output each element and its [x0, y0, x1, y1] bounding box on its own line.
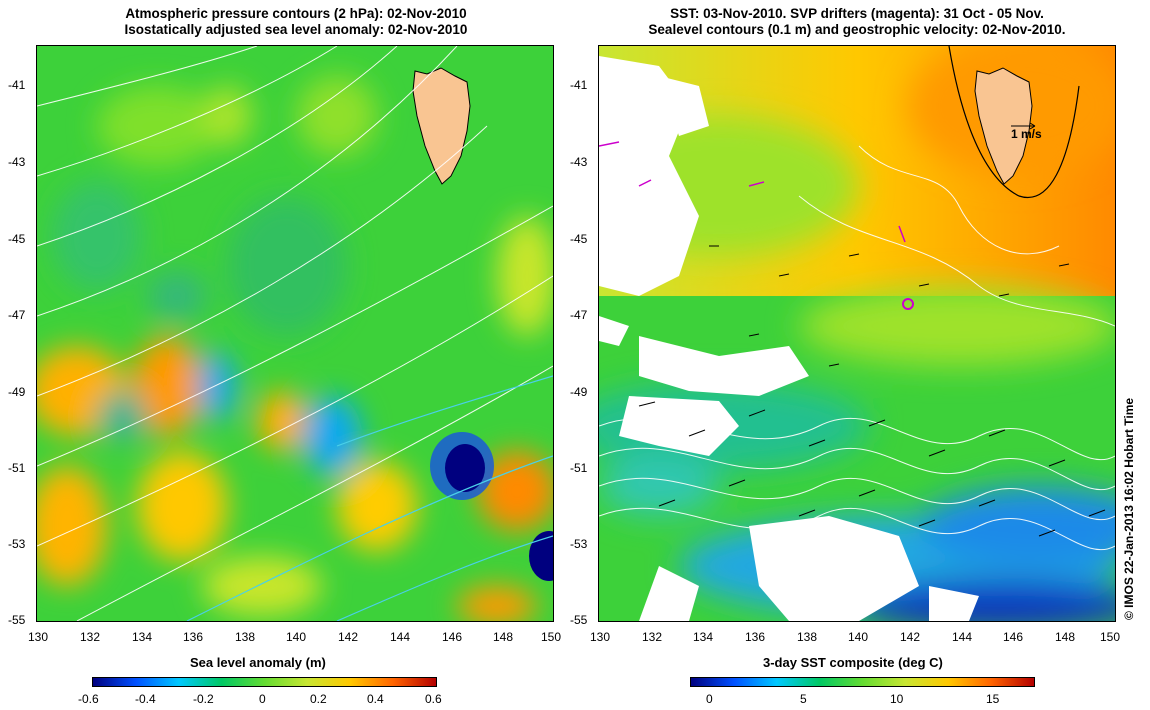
left-colorbar-tick: 0.6	[425, 692, 442, 706]
right-lat-tick: -55	[570, 613, 588, 627]
right-lon-tick: 136	[745, 630, 766, 644]
left-map-sea-level-anomaly	[36, 45, 554, 622]
left-colorbar-title: Sea level anomaly (m)	[190, 655, 326, 670]
right-colorbar	[690, 677, 1035, 687]
right-colorbar-tick: 0	[706, 692, 713, 706]
left-colorbar-tick: 0.2	[310, 692, 327, 706]
right-lat-tick: -47	[570, 308, 588, 322]
right-lon-tick: 142	[900, 630, 921, 644]
right-map-sst: 1 m/s	[598, 45, 1116, 622]
left-lat-tick: -45	[8, 232, 26, 246]
left-colorbar-tick: -0.4	[135, 692, 156, 706]
right-lon-tick: 138	[797, 630, 818, 644]
right-lat-tick: -41	[570, 78, 588, 92]
left-lat-tick: -41	[8, 78, 26, 92]
right-colorbar-tick: 15	[986, 692, 1000, 706]
left-colorbar-tick: 0	[259, 692, 266, 706]
right-lat-tick: -45	[570, 232, 588, 246]
right-lon-tick: 140	[848, 630, 869, 644]
left-lon-tick: 130	[28, 630, 49, 644]
left-title-line1: Atmospheric pressure contours (2 hPa): 0…	[125, 6, 467, 21]
left-lon-tick: 132	[80, 630, 101, 644]
right-lon-tick: 148	[1055, 630, 1076, 644]
right-title-line2: Sealevel contours (0.1 m) and geostrophi…	[648, 22, 1066, 37]
right-lon-tick: 132	[642, 630, 663, 644]
left-lon-tick: 140	[286, 630, 307, 644]
left-lon-tick: 136	[183, 630, 204, 644]
left-lat-tick: -53	[8, 537, 26, 551]
left-colorbar-tick: 0.4	[367, 692, 384, 706]
right-title-line1: SST: 03-Nov-2010. SVP drifters (magenta)…	[670, 6, 1044, 21]
credit-text: © IMOS 22-Jan-2013 16:02 Hobart Time	[1122, 397, 1136, 620]
left-lon-tick: 150	[541, 630, 562, 644]
right-lat-tick: -53	[570, 537, 588, 551]
left-title-line2: Isostatically adjusted sea level anomaly…	[124, 22, 468, 37]
right-lon-tick: 134	[693, 630, 714, 644]
left-lat-tick: -43	[8, 155, 26, 169]
right-map-plot	[599, 46, 1115, 621]
right-lon-tick: 130	[590, 630, 611, 644]
left-lon-tick: 142	[338, 630, 359, 644]
left-lon-tick: 144	[390, 630, 411, 644]
right-lat-tick: -43	[570, 155, 588, 169]
right-colorbar-title: 3-day SST composite (deg C)	[763, 655, 943, 670]
left-colorbar-tick: -0.2	[193, 692, 214, 706]
left-lon-tick: 138	[235, 630, 256, 644]
right-lon-tick: 144	[952, 630, 973, 644]
right-lon-tick: 146	[1003, 630, 1024, 644]
left-lat-tick: -49	[8, 385, 26, 399]
left-lon-tick: 148	[493, 630, 514, 644]
left-lat-tick: -47	[8, 308, 26, 322]
left-lon-tick: 146	[442, 630, 463, 644]
left-lon-tick: 134	[132, 630, 153, 644]
velocity-scale-label: 1 m/s	[1011, 127, 1042, 141]
left-map-plot	[37, 46, 553, 621]
right-lon-tick: 150	[1100, 630, 1121, 644]
left-lat-tick: -51	[8, 461, 26, 475]
left-colorbar	[92, 677, 437, 687]
left-lat-tick: -55	[8, 613, 26, 627]
right-colorbar-tick: 10	[890, 692, 904, 706]
right-lat-tick: -51	[570, 461, 588, 475]
right-lat-tick: -49	[570, 385, 588, 399]
left-colorbar-tick: -0.6	[78, 692, 99, 706]
right-colorbar-tick: 5	[800, 692, 807, 706]
